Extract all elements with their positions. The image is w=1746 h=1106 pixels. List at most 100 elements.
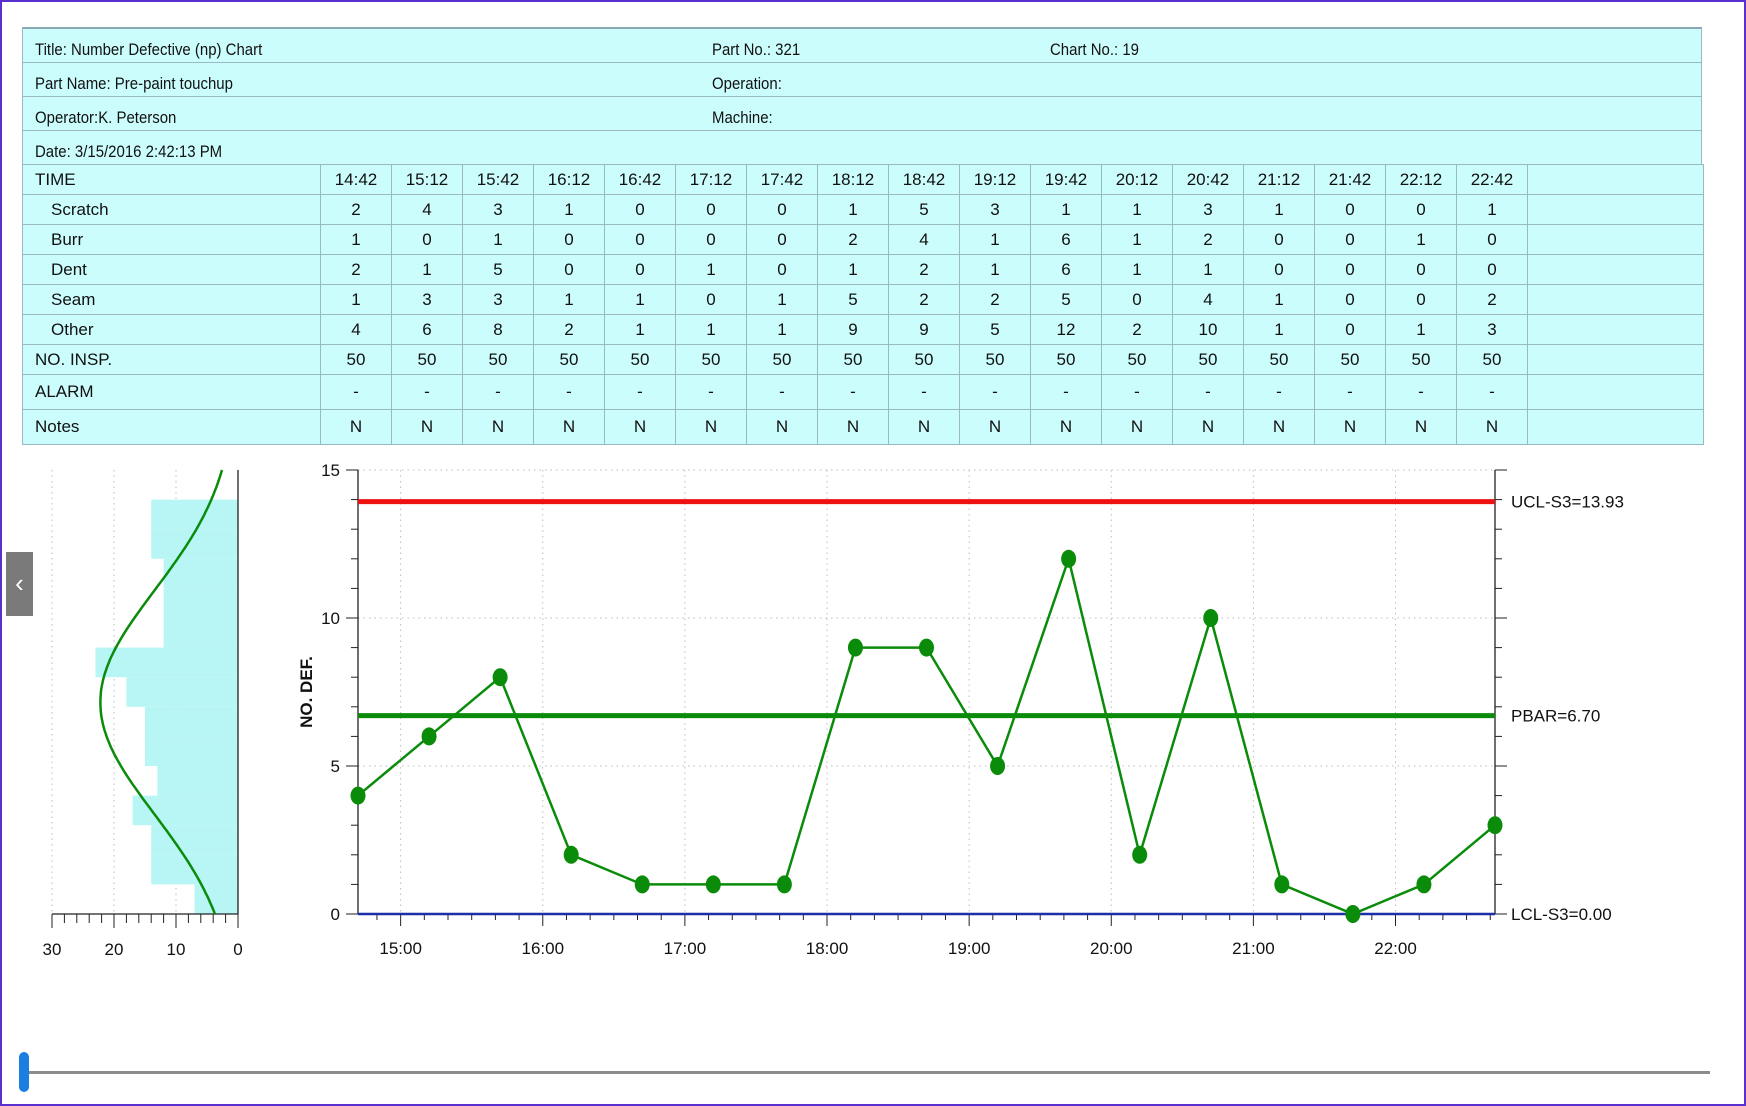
defect-row-seam: Seam 1 3 3 1 1 0 1 5 2 2 5 0 4 1 0 0 2 (22, 284, 1704, 315)
x-tick-label: 20:00 (1090, 939, 1133, 958)
date-field: Date: 3/15/2016 2:42:13 PM (35, 142, 223, 161)
defect-row-dent: Dent 2 1 5 0 0 1 0 1 2 1 6 1 1 0 0 0 0 (22, 254, 1704, 285)
table-cell: 14:42 (320, 164, 392, 195)
table-cell: N (391, 409, 463, 445)
table-cell: 50 (1101, 344, 1173, 375)
table-cell: 5 (817, 284, 889, 315)
histogram-bar (163, 558, 238, 589)
x-tick-label: 22:00 (1374, 939, 1417, 958)
table-cell: - (1030, 374, 1102, 410)
inspected-row: NO. INSP. 50 50 50 50 50 50 50 50 50 50 50 50 50 50 50 5… (22, 344, 1704, 375)
table-cell: 15:42 (462, 164, 534, 195)
table-cell: 50 (1172, 344, 1244, 375)
data-point (421, 727, 437, 746)
limit-label-1: PBAR=6.70 (1511, 707, 1600, 726)
table-cell: 1 (959, 224, 1031, 255)
table-cell: N (1172, 409, 1244, 445)
table-cell: - (1385, 374, 1457, 410)
table-cell: 1 (604, 314, 676, 345)
table-cell: 17:42 (746, 164, 818, 195)
table-cell: 1 (604, 284, 676, 315)
histogram-tick-label: 0 (233, 940, 242, 959)
histogram-bar (157, 766, 238, 796)
histogram-bar (163, 618, 238, 648)
table-cell: - (675, 374, 747, 410)
y-tick-label: 10 (321, 609, 340, 628)
table-filler-cell (1527, 224, 1704, 255)
histogram-tick-label: 20 (105, 940, 124, 959)
defect-row-scratch: Scratch 2 4 3 1 0 0 0 1 5 3 1 1 3 1 0 0 1 (22, 194, 1704, 225)
table-cell: 6 (391, 314, 463, 345)
y-axis-title: NO. DEF. (297, 656, 316, 728)
table-cell: 1 (746, 284, 818, 315)
defect-row-other: Other 4 6 8 2 1 1 1 9 9 5 12 2 10 1 0 1 3 (22, 314, 1704, 345)
histogram-tick-label: 30 (43, 940, 62, 959)
row-label: Notes (22, 409, 321, 445)
header-row-operator: Operator:K. Peterson Machine: (22, 96, 1702, 130)
machine-field: Machine: (712, 108, 773, 127)
data-point (776, 875, 792, 894)
row-label: TIME (22, 164, 321, 195)
chart-title: Title: Number Defective (np) Chart (35, 40, 263, 59)
table-cell: 16:12 (533, 164, 605, 195)
header-row-date: Date: 3/15/2016 2:42:13 PM (22, 130, 1702, 164)
table-filler-cell (1527, 344, 1704, 375)
table-cell: 50 (1030, 344, 1102, 375)
table-cell: 50 (959, 344, 1031, 375)
data-point (492, 668, 508, 687)
table-cell: 50 (675, 344, 747, 375)
data-point (847, 638, 863, 657)
table-cell: N (1030, 409, 1102, 445)
table-cell: - (1172, 374, 1244, 410)
table-cell: 0 (1385, 284, 1457, 315)
timeline-slider-thumb[interactable] (19, 1052, 29, 1092)
table-cell: 0 (746, 254, 818, 285)
part-name: Part Name: Pre-paint touchup (35, 74, 233, 93)
histogram-bar (151, 825, 238, 855)
table-cell: - (1314, 374, 1386, 410)
table-cell: N (533, 409, 605, 445)
histogram-tick-label: 10 (167, 940, 186, 959)
header-row-title: Title: Number Defective (np) Chart Part … (22, 27, 1702, 62)
operation-field: Operation: (712, 74, 782, 93)
limit-label-2: LCL-S3=0.00 (1511, 905, 1612, 924)
table-cell: 15:12 (391, 164, 463, 195)
table-cell: 1 (1101, 194, 1173, 225)
table-cell: 22:42 (1456, 164, 1528, 195)
data-point (919, 638, 934, 657)
table-cell: N (888, 409, 960, 445)
table-cell: 22:12 (1385, 164, 1457, 195)
operator-field: Operator:K. Peterson (35, 108, 177, 127)
table-cell: 19:12 (959, 164, 1031, 195)
x-tick-label: 19:00 (948, 939, 991, 958)
table-filler-cell (1527, 409, 1704, 445)
row-label: Seam (22, 284, 321, 315)
table-cell: 50 (1243, 344, 1315, 375)
x-tick-label: 16:00 (521, 939, 564, 958)
data-point (1345, 905, 1361, 923)
table-cell: N (1456, 409, 1528, 445)
table-cell: N (817, 409, 889, 445)
table-cell: 1 (1243, 314, 1315, 345)
data-point (350, 786, 366, 805)
histogram: 30 20 10 0 (43, 469, 243, 959)
histogram-bar (151, 854, 238, 885)
x-tick-label: 21:00 (1232, 939, 1275, 958)
timeline-slider-track[interactable] (22, 1071, 1710, 1074)
table-cell: 0 (1101, 284, 1173, 315)
table-cell: 5 (1030, 284, 1102, 315)
data-point (1203, 609, 1219, 627)
histogram-bar (163, 588, 238, 618)
table-cell: 12 (1030, 314, 1102, 345)
table-cell: 0 (1385, 254, 1457, 285)
table-cell: N (1385, 409, 1457, 445)
table-cell: 0 (1314, 254, 1386, 285)
table-cell: 1 (817, 254, 889, 285)
collapse-panel-button[interactable]: ‹ (6, 552, 33, 616)
histogram-bar (151, 499, 238, 530)
table-cell: 3 (959, 194, 1031, 225)
table-cell: 1 (1172, 254, 1244, 285)
table-cell: 16:42 (604, 164, 676, 195)
row-label: Dent (22, 254, 321, 285)
header-row-part: Part Name: Pre-paint touchup Operation: (22, 62, 1702, 96)
